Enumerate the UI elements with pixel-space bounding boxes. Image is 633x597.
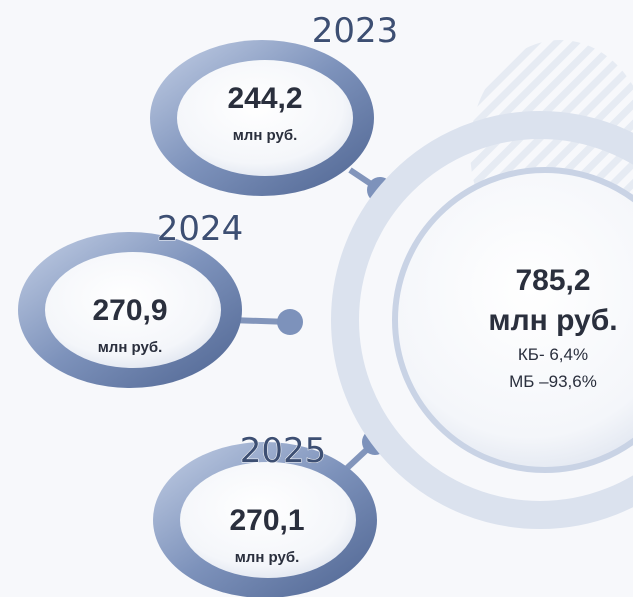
infographic: 2023 244,2 млн руб. 2024 270,9 млн руб. … <box>0 0 633 597</box>
node-dot <box>277 309 303 335</box>
page: 2023 244,2 млн руб. 2024 270,9 млн руб. … <box>0 0 633 597</box>
total-unit: млн руб. <box>488 304 617 337</box>
unit: млн руб. <box>233 127 298 144</box>
amount: 270,9 <box>92 294 167 327</box>
item-inner <box>177 60 353 176</box>
year: 2024 <box>157 209 244 249</box>
year: 2023 <box>312 11 399 51</box>
total-note: МБ –93,6% <box>509 372 597 391</box>
amount: 270,1 <box>229 504 304 537</box>
total-note: КБ- 6,4% <box>518 345 588 364</box>
unit: млн руб. <box>98 339 163 356</box>
total-amount: 785,2 <box>515 264 590 297</box>
year: 2025 <box>240 431 327 471</box>
amount: 244,2 <box>227 82 302 115</box>
unit: млн руб. <box>235 549 300 566</box>
